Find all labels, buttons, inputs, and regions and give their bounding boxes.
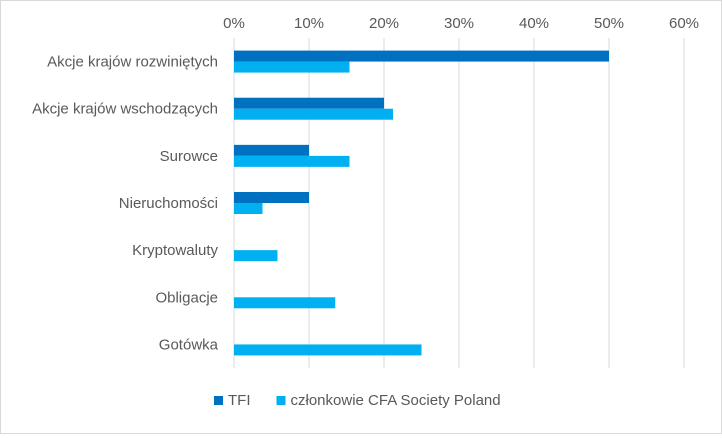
bar-cfa-5	[234, 297, 336, 309]
bar-tfi-1	[234, 97, 384, 109]
category-label: Kryptowaluty	[132, 242, 218, 259]
bar-cfa-3	[234, 203, 263, 214]
category-label: Nieruchomości	[119, 195, 218, 212]
gridlines	[233, 38, 685, 368]
x-tick-label: 10%	[294, 15, 324, 32]
legend-label: TFI	[228, 392, 251, 409]
bar-cfa-6	[234, 344, 422, 356]
legend-label: członkowie CFA Society Poland	[291, 392, 501, 409]
legend-swatch	[276, 396, 286, 405]
legend-swatch	[214, 396, 223, 405]
bar-cfa-0	[234, 61, 350, 73]
legend: TFI członkowie CFA Society Poland	[214, 392, 501, 409]
x-tick-label: 40%	[519, 15, 549, 32]
bar-tfi-2	[234, 144, 309, 156]
x-tick-label: 0%	[223, 15, 245, 32]
bar-tfi-3	[234, 192, 309, 203]
bar-cfa-4	[234, 250, 278, 262]
category-label: Gotówka	[159, 336, 219, 353]
category-label: Obligacje	[155, 289, 218, 306]
category-label: Akcje krajów wschodzących	[32, 101, 218, 118]
x-axis-tick-labels: 0% 10% 20% 30% 40% 50% 60%	[223, 15, 699, 32]
category-labels: Akcje krajów rozwiniętych Akcje krajów ws…	[32, 54, 219, 354]
category-label: Surowce	[160, 148, 218, 165]
x-tick-label: 60%	[669, 15, 699, 32]
bars	[234, 50, 609, 356]
x-tick-label: 30%	[444, 15, 474, 32]
x-tick-label: 50%	[594, 15, 624, 32]
bar-cfa-1	[234, 108, 393, 120]
category-label: Akcje krajów rozwiniętych	[47, 54, 218, 71]
x-tick-label: 20%	[369, 15, 399, 32]
bar-cfa-2	[234, 155, 350, 167]
bar-tfi-0	[234, 50, 609, 62]
